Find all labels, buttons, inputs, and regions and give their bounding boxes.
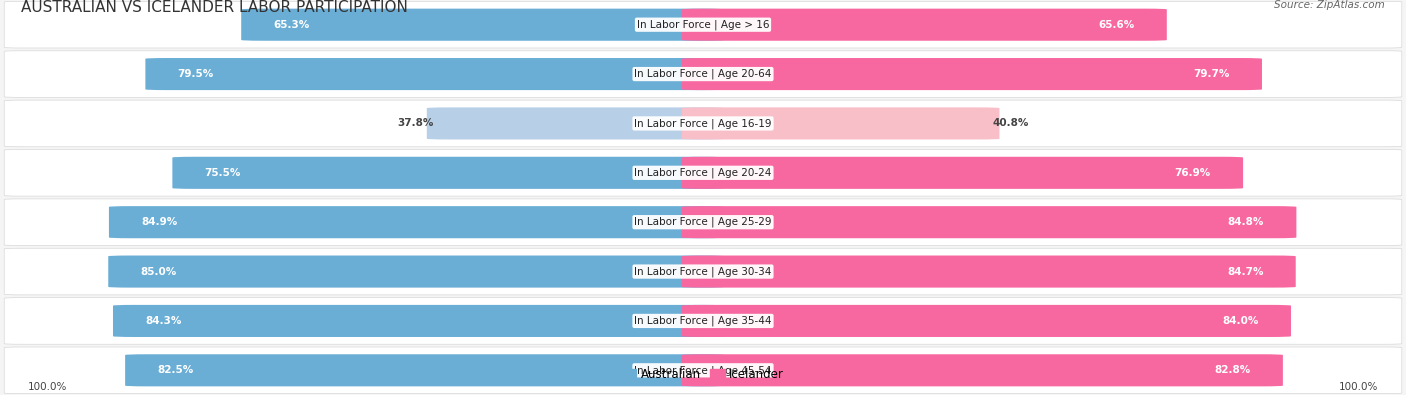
Text: In Labor Force | Age 25-29: In Labor Force | Age 25-29 — [634, 217, 772, 228]
FancyBboxPatch shape — [682, 9, 1167, 41]
Text: 84.8%: 84.8% — [1227, 217, 1264, 227]
Text: Source: ZipAtlas.com: Source: ZipAtlas.com — [1274, 0, 1385, 11]
FancyBboxPatch shape — [682, 157, 1243, 189]
Text: In Labor Force | Age 35-44: In Labor Force | Age 35-44 — [634, 316, 772, 326]
FancyBboxPatch shape — [682, 256, 1296, 288]
FancyBboxPatch shape — [242, 9, 724, 41]
FancyBboxPatch shape — [4, 298, 1402, 344]
Text: 84.7%: 84.7% — [1227, 267, 1264, 276]
FancyBboxPatch shape — [4, 149, 1402, 196]
Text: 84.9%: 84.9% — [141, 217, 177, 227]
Text: 79.7%: 79.7% — [1194, 69, 1230, 79]
Text: 82.8%: 82.8% — [1215, 365, 1250, 375]
FancyBboxPatch shape — [108, 206, 724, 238]
Text: 100.0%: 100.0% — [1339, 382, 1378, 391]
FancyBboxPatch shape — [125, 354, 724, 386]
FancyBboxPatch shape — [682, 305, 1291, 337]
Text: 82.5%: 82.5% — [157, 365, 194, 375]
FancyBboxPatch shape — [4, 248, 1402, 295]
Text: 40.8%: 40.8% — [993, 118, 1029, 128]
FancyBboxPatch shape — [4, 199, 1402, 245]
FancyBboxPatch shape — [682, 354, 1282, 386]
FancyBboxPatch shape — [682, 107, 1000, 139]
Text: 84.0%: 84.0% — [1222, 316, 1258, 326]
FancyBboxPatch shape — [4, 51, 1402, 97]
Text: In Labor Force | Age 16-19: In Labor Force | Age 16-19 — [634, 118, 772, 129]
Text: In Labor Force | Age 30-34: In Labor Force | Age 30-34 — [634, 266, 772, 277]
FancyBboxPatch shape — [173, 157, 724, 189]
Text: 84.3%: 84.3% — [145, 316, 181, 326]
FancyBboxPatch shape — [682, 58, 1263, 90]
Text: 100.0%: 100.0% — [28, 382, 67, 391]
FancyBboxPatch shape — [682, 206, 1296, 238]
Legend: Australian, Icelander: Australian, Icelander — [621, 368, 785, 381]
FancyBboxPatch shape — [112, 305, 724, 337]
Text: 37.8%: 37.8% — [398, 118, 434, 128]
FancyBboxPatch shape — [427, 107, 724, 139]
Text: 75.5%: 75.5% — [205, 168, 240, 178]
Text: In Labor Force | Age 20-64: In Labor Force | Age 20-64 — [634, 69, 772, 79]
Text: In Labor Force | Age 20-24: In Labor Force | Age 20-24 — [634, 167, 772, 178]
Text: 79.5%: 79.5% — [177, 69, 214, 79]
FancyBboxPatch shape — [4, 1, 1402, 48]
Text: AUSTRALIAN VS ICELANDER LABOR PARTICIPATION: AUSTRALIAN VS ICELANDER LABOR PARTICIPAT… — [21, 0, 408, 15]
Text: 76.9%: 76.9% — [1174, 168, 1211, 178]
FancyBboxPatch shape — [145, 58, 724, 90]
Text: 65.6%: 65.6% — [1098, 20, 1135, 30]
FancyBboxPatch shape — [4, 347, 1402, 393]
Text: 65.3%: 65.3% — [274, 20, 309, 30]
Text: In Labor Force | Age 45-54: In Labor Force | Age 45-54 — [634, 365, 772, 376]
FancyBboxPatch shape — [108, 256, 724, 288]
FancyBboxPatch shape — [4, 100, 1402, 147]
Text: In Labor Force | Age > 16: In Labor Force | Age > 16 — [637, 19, 769, 30]
Text: 85.0%: 85.0% — [141, 267, 177, 276]
